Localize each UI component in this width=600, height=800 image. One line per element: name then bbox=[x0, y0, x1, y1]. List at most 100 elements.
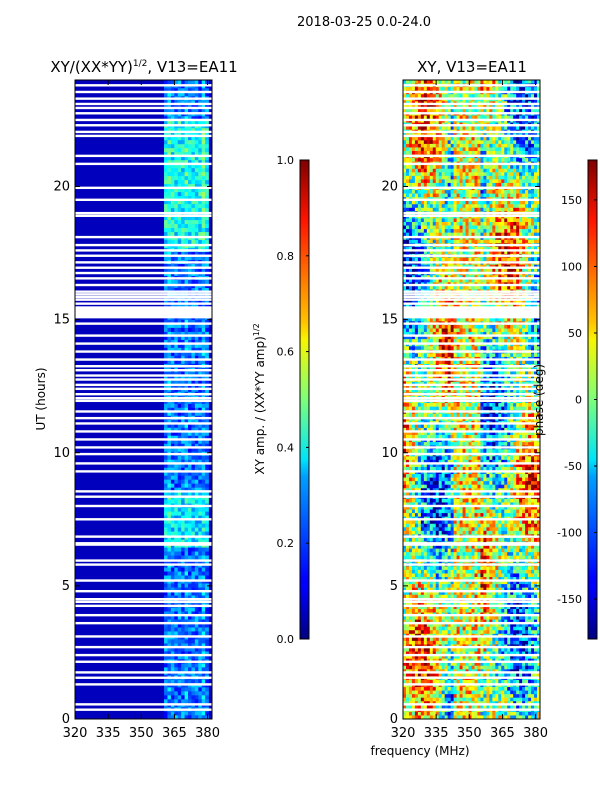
amplitude-cell bbox=[194, 515, 199, 520]
phase-cell bbox=[420, 619, 425, 624]
phase-cell bbox=[417, 232, 422, 237]
amplitude-cell bbox=[167, 335, 172, 340]
amplitude-cell bbox=[205, 571, 209, 576]
phase-cell bbox=[405, 608, 410, 613]
amplitude-flagged-row bbox=[75, 600, 212, 604]
phase-cell bbox=[423, 697, 428, 702]
amplitude-cell bbox=[205, 587, 209, 592]
phase-cell bbox=[444, 190, 448, 194]
phase-cell bbox=[414, 317, 419, 322]
phase-cell bbox=[435, 346, 440, 351]
amplitude-cell bbox=[201, 687, 206, 692]
amplitude-cell bbox=[184, 323, 189, 328]
amplitude-cell bbox=[177, 475, 182, 480]
phase-cell bbox=[411, 651, 416, 656]
amplitude-cell bbox=[191, 623, 196, 628]
phase-cell bbox=[444, 662, 448, 667]
amplitude-cell bbox=[181, 127, 185, 133]
phase-cell bbox=[432, 704, 437, 709]
phase-cell bbox=[432, 463, 437, 468]
amplitude-cell bbox=[194, 263, 199, 268]
phase-cell bbox=[403, 687, 407, 691]
phase-cell bbox=[438, 246, 443, 251]
phase-cell bbox=[411, 484, 416, 489]
phase-cell bbox=[408, 619, 413, 624]
phase-cell bbox=[429, 481, 434, 485]
phase-cell bbox=[420, 502, 425, 507]
phase-cell bbox=[408, 403, 413, 407]
phase-cell bbox=[417, 580, 422, 585]
amplitude-cell bbox=[201, 187, 206, 193]
phase-cell bbox=[423, 679, 428, 684]
amplitude-cell bbox=[198, 695, 203, 700]
amplitude-cell bbox=[194, 143, 199, 149]
amplitude-cell bbox=[177, 183, 182, 189]
amplitude-cell bbox=[184, 479, 189, 484]
amplitude-cell bbox=[167, 147, 172, 153]
amplitude-flagged-row bbox=[75, 369, 212, 372]
phase-cell bbox=[417, 87, 422, 91]
phase-cell bbox=[444, 513, 448, 517]
amplitude-cell bbox=[194, 571, 199, 576]
phase-cell bbox=[423, 630, 428, 635]
amplitude-cell bbox=[164, 303, 168, 308]
phase-cell bbox=[420, 655, 425, 659]
phase-cell bbox=[438, 672, 443, 677]
amplitude-cell bbox=[191, 595, 196, 600]
amplitude-cell bbox=[167, 419, 172, 424]
phase-cell bbox=[405, 182, 410, 187]
amplitude-cell bbox=[194, 351, 199, 356]
phase-cell bbox=[426, 651, 431, 656]
phase-cell bbox=[420, 278, 425, 283]
amplitude-cell bbox=[170, 87, 175, 93]
amplitude-cell bbox=[188, 483, 192, 488]
phase-cell bbox=[423, 165, 428, 170]
phase-cell bbox=[426, 626, 431, 631]
phase-cell bbox=[405, 246, 410, 251]
phase-cell bbox=[411, 459, 416, 464]
amplitude-cell bbox=[164, 379, 168, 384]
amplitude-flagged-row bbox=[75, 410, 212, 413]
amplitude-cell bbox=[167, 607, 172, 612]
amplitude-cell bbox=[177, 491, 182, 496]
phase-cell bbox=[441, 655, 445, 659]
phase-cell bbox=[417, 413, 422, 418]
phase-cell bbox=[423, 300, 428, 304]
phase-cell bbox=[408, 456, 413, 461]
phase-cell bbox=[438, 715, 443, 720]
phase-cell bbox=[438, 204, 443, 209]
phase-cell bbox=[423, 190, 428, 194]
amplitude-cell bbox=[170, 207, 175, 213]
amplitude-cell bbox=[188, 639, 192, 644]
amplitude-cell bbox=[181, 119, 185, 125]
phase-cell bbox=[438, 552, 443, 556]
amplitude-cell bbox=[188, 607, 192, 612]
amplitude-cell bbox=[205, 663, 209, 668]
amplitude-cell bbox=[167, 143, 172, 149]
phase-cell bbox=[435, 204, 440, 209]
amplitude-cell bbox=[191, 619, 196, 624]
phase-cell bbox=[432, 619, 437, 624]
phase-cell bbox=[411, 619, 416, 624]
amplitude-cell bbox=[184, 491, 189, 496]
phase-cell bbox=[444, 566, 448, 571]
phase-cell bbox=[408, 481, 413, 485]
phase-cell bbox=[447, 257, 451, 262]
phase-cell bbox=[411, 687, 416, 691]
phase-cell bbox=[432, 715, 437, 720]
amplitude-cell bbox=[194, 327, 199, 332]
phase-cell bbox=[444, 520, 448, 525]
phase-cell bbox=[432, 388, 437, 393]
amplitude-cell bbox=[181, 551, 185, 556]
amplitude-cell bbox=[198, 187, 203, 193]
amplitude-cell bbox=[205, 443, 209, 448]
phase-cell bbox=[408, 303, 413, 308]
phase-cell bbox=[417, 605, 422, 610]
phase-cell bbox=[420, 268, 425, 272]
phase-cell bbox=[414, 147, 419, 152]
amplitude-cell bbox=[170, 403, 175, 408]
amplitude-cell bbox=[174, 587, 179, 592]
phase-cell bbox=[426, 147, 431, 152]
phase-cell bbox=[403, 520, 407, 525]
phase-cell bbox=[432, 278, 437, 283]
